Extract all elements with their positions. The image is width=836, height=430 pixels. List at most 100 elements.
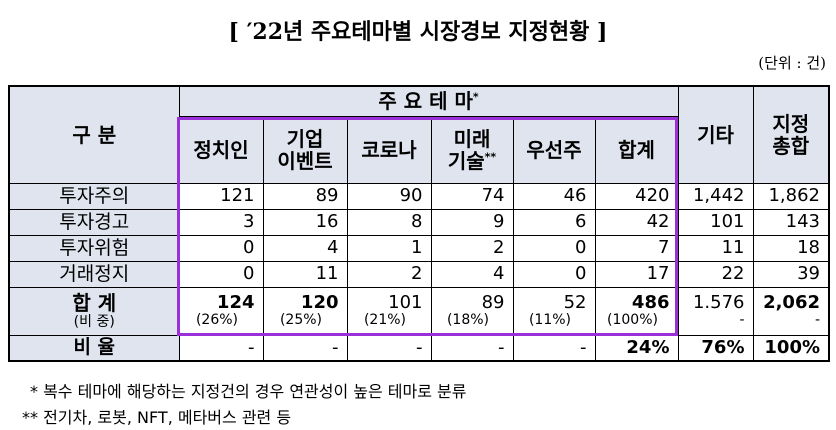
cell: 22 [677,260,754,288]
cell: 2 [430,234,514,262]
cell: 143 [752,208,830,236]
cell-value: 101 [388,292,423,314]
cell: 100% [752,334,830,362]
row: 거래정지 0 11 2 4 0 17 22 39 [8,260,830,288]
cell: 9 [430,208,514,236]
row-label: 비 율 [8,334,180,362]
header-text: 기타 [697,122,734,147]
footnote-mark: * [472,90,479,104]
footnote: ** 전기차, 로봇, NFT, 메타버스 관련 등 [22,408,292,427]
cell: 0 [512,234,596,262]
total-row: 합 계 (비 중) 124 (26%) 120 (25%) 101 (21%) 89 (18%) 5… [8,286,830,336]
cell: 46 [512,182,596,210]
cell-share: (21%) [363,312,407,329]
header-cell: 미래 기술** [430,115,514,184]
cell: 120 (25%) [262,286,348,336]
table: 구 분 주 요 테 마* 기타 지정 총합 정치인 기업 이벤트 코로나 미래 기술** 우선… [8,85,830,362]
cell: - [512,334,596,362]
cell: - [262,334,348,362]
cell-share: (26%) [195,312,239,329]
cell: 121 [178,182,264,210]
title: [ ′22년 주요테마별 시장경보 지정현황 ] [228,19,608,45]
header-text: 기술 [447,148,485,173]
header-cell: 코로나 [346,115,432,184]
cell: 6 [512,208,596,236]
cell: 2 [346,260,432,288]
cell: 74 [430,182,514,210]
cell-value: 120 [300,292,339,314]
cell: 11 [262,260,348,288]
cell-value: 486 [631,292,670,314]
header-text: 미래 [453,126,491,151]
cell: 8 [346,208,432,236]
header-text: 코로나 [361,137,417,162]
cell: 4 [430,260,514,288]
header-text: 기업 [286,126,324,151]
cell-value: 124 [216,292,255,314]
header-cell: 기타 [677,85,754,184]
header-text: 우선주 [526,137,582,162]
row-label: 거래정지 [8,260,180,288]
cell: 0 [178,260,264,288]
cell: 11 [677,234,754,262]
header-cell: 지정 총합 [752,85,830,184]
cell: 4 [262,234,348,262]
cell: - [430,334,514,362]
cell: 3 [178,208,264,236]
header-cell: 합계 [594,115,679,184]
cell: 1.576- [677,286,754,336]
cell-share: - [739,312,745,329]
cell-share: (100%) [607,312,658,329]
cell-share: (18%) [446,312,490,329]
row-label: 투자위험 [8,234,180,262]
row: 투자위험 0 4 1 2 0 7 11 18 [8,234,830,262]
row: 투자경고 3 16 8 9 6 42 101 143 [8,208,830,236]
header-text: 정치인 [193,137,249,162]
cell: 124 (26%) [178,286,264,336]
cell: 7 [594,234,679,262]
unit: (단위 : 건) [758,54,826,72]
cell: 1,442 [677,182,754,210]
cell: 0 [178,234,264,262]
footnote: * 복수 테마에 해당하는 지정건의 경우 연관성이 높은 테마로 분류 [30,382,467,401]
cell: 18 [752,234,830,262]
cell-value: 2,062 [763,292,820,314]
cell: 24% [594,334,679,362]
row-label: 투자경고 [8,208,180,236]
cell: 101 [677,208,754,236]
cell: - [346,334,432,362]
footnote-mark: ** [484,149,497,163]
cell: 39 [752,260,830,288]
cell: 101 (21%) [346,286,432,336]
header-cell: 우선주 [512,115,596,184]
cell: 17 [594,260,679,288]
header-text: 이벤트 [277,148,333,173]
cell: 89 (18%) [430,286,514,336]
cell: 42 [594,208,679,236]
cell: 420 [594,182,679,210]
row: 투자주의 121 89 90 74 46 420 1,442 1,862 [8,182,830,210]
cell: 16 [262,208,348,236]
cell: 89 [262,182,348,210]
cell-share: (11%) [528,312,572,329]
row-label: 투자주의 [8,182,180,210]
header-text: 총합 [772,133,810,158]
cell: 2,062- [752,286,830,336]
header-cell: 주 요 테 마* [178,85,679,117]
cell-value: 52 [563,292,587,314]
cell: 1,862 [752,182,830,210]
row-label-text: 합 계 [72,290,117,315]
cell-value: 1.576 [692,292,745,314]
ratio-row: 비 율 - - - - -24% 76% 100% [8,334,830,362]
cell: - [178,334,264,362]
header-text: 합계 [618,137,655,162]
cell: 52 (11%) [512,286,596,336]
header-text: 주 요 테 마 [378,89,473,114]
cell: 90 [346,182,432,210]
row-label: 합 계 (비 중) [8,286,180,336]
header-cell: 기업 이벤트 [262,115,348,184]
cell: 0 [512,260,596,288]
header-text: 구 분 [72,122,117,147]
cell-share: - [814,312,820,329]
